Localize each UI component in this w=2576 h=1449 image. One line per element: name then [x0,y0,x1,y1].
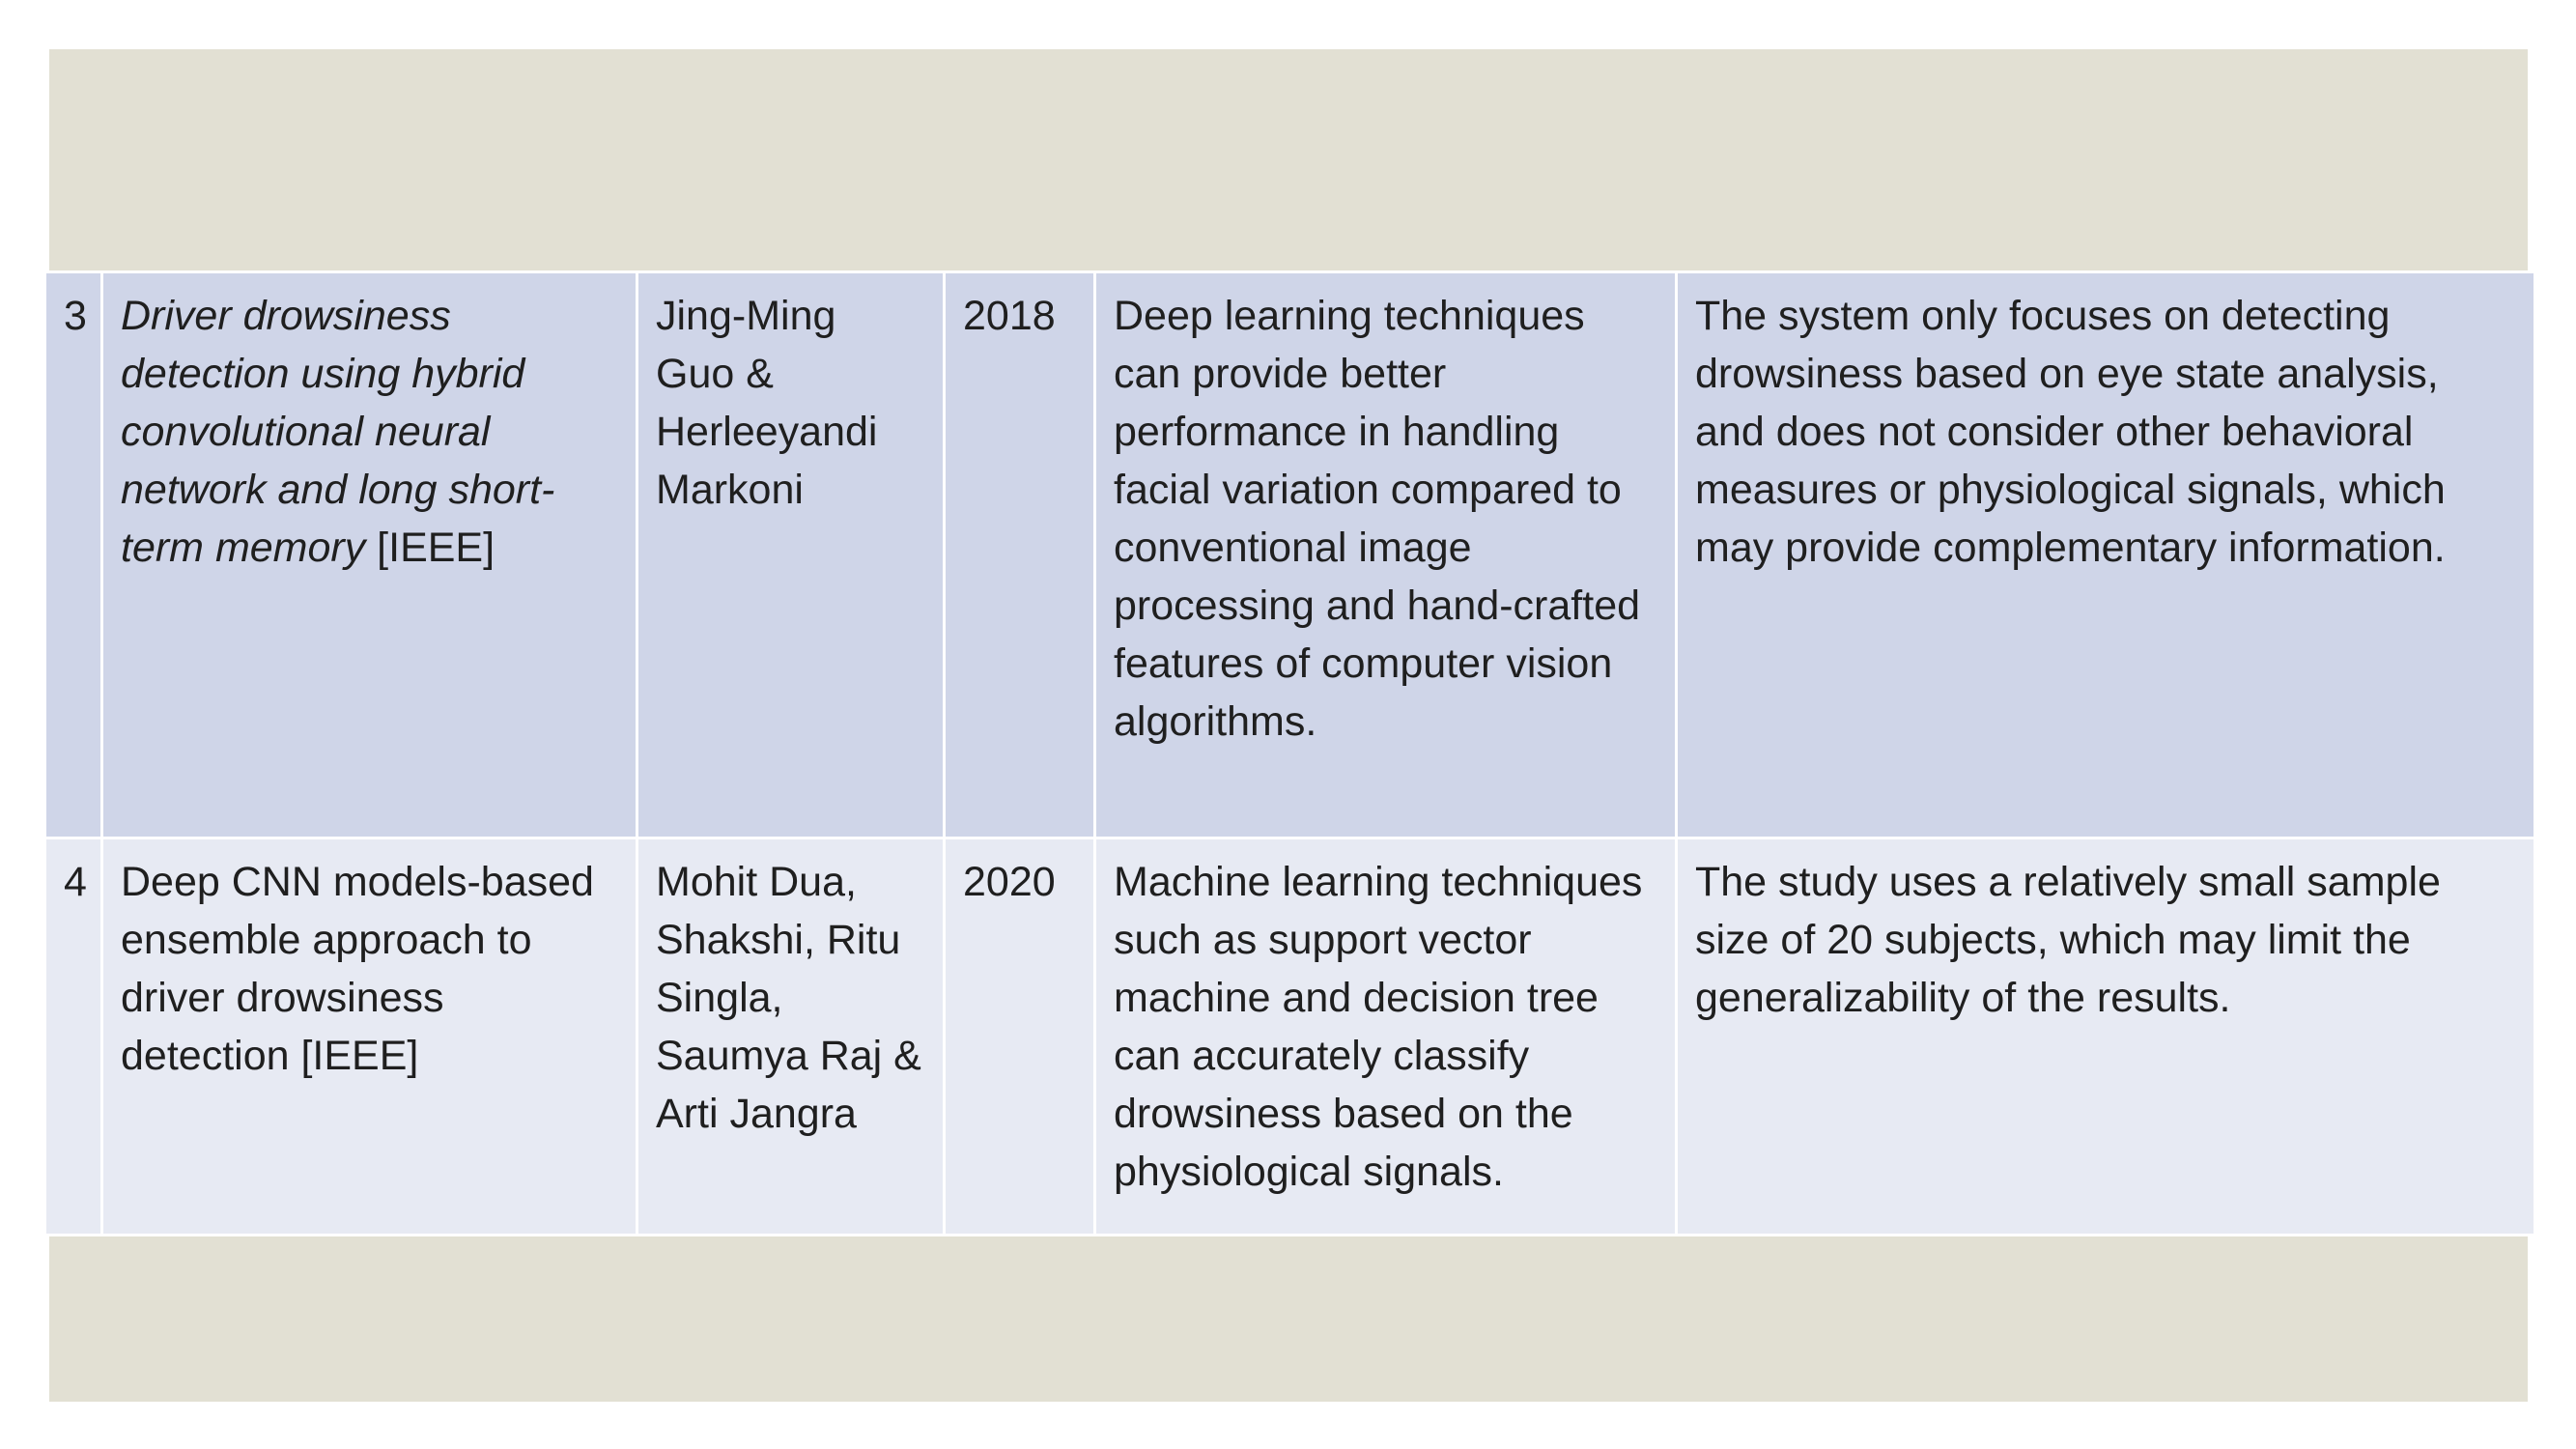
authors-cell: Mohit Dua, Shakshi, Ritu Singla, Saumya … [636,837,946,1236]
paper-title-cell: Driver drowsiness detection using hybrid… [100,270,638,839]
row-number: 4 [43,837,103,1236]
year-cell: 2020 [943,837,1096,1236]
limitations-cell: The system only focuses on detecting dro… [1675,270,2536,839]
row-number: 3 [43,270,103,839]
authors-cell: Jing-Ming Guo & Herleeyandi Markoni [636,270,946,839]
paper-title-cell: Deep CNN models-based ensemble approach … [100,837,638,1236]
table-row: 3 Driver drowsiness detection using hybr… [43,270,2536,839]
year-cell: 2018 [943,270,1096,839]
limitations-cell: The study uses a relatively small sample… [1675,837,2536,1236]
literature-review-table: 3 Driver drowsiness detection using hybr… [43,270,2536,1236]
paper-source: [IEEE] [365,525,495,571]
findings-cell: Machine learning techniques such as supp… [1093,837,1678,1236]
paper-title: Driver drowsiness detection using hybrid… [121,293,555,571]
paper-source: Deep CNN models-based ensemble approach … [121,859,594,1079]
table-row: 4 Deep CNN models-based ensemble approac… [43,837,2536,1236]
findings-cell: Deep learning techniques can provide bet… [1093,270,1678,839]
